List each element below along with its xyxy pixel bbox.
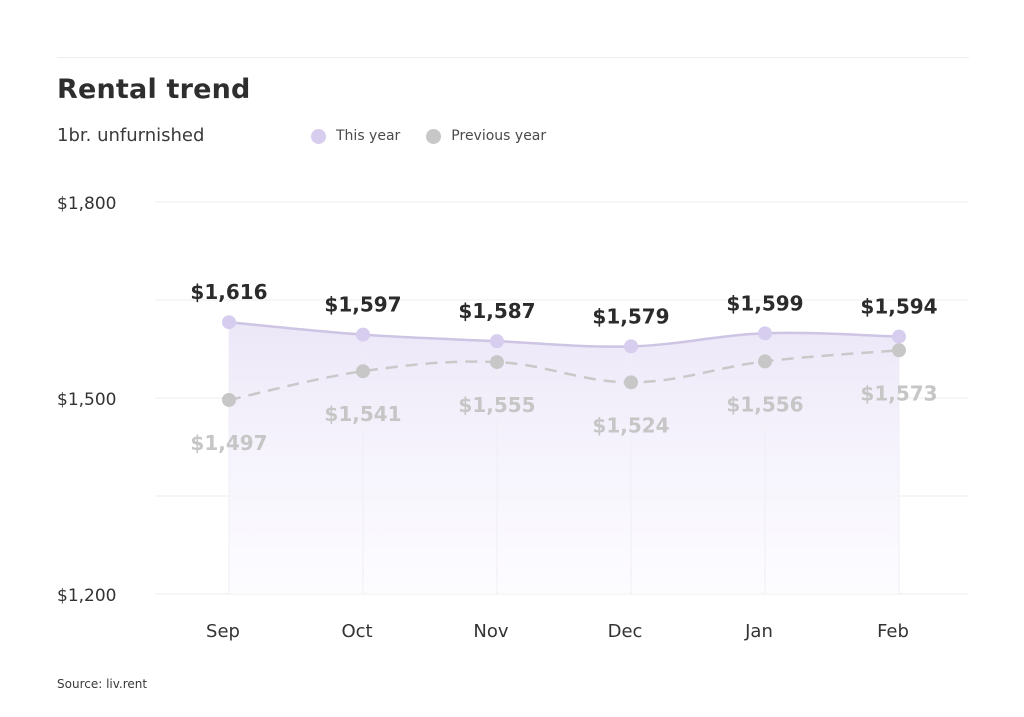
top-divider xyxy=(57,57,969,58)
data-label-previous-year: $1,541 xyxy=(324,402,401,426)
point-this-year xyxy=(758,326,772,341)
data-label-previous-year: $1,497 xyxy=(190,431,267,455)
legend-item-previous-year: Previous year xyxy=(426,128,546,144)
point-previous-year xyxy=(624,375,638,390)
y-tick-label: $1,200 xyxy=(57,586,116,606)
line-this-year xyxy=(228,320,900,348)
point-this-year xyxy=(356,327,370,342)
legend-dot-previous-year xyxy=(426,128,442,144)
data-label-this-year: $1,579 xyxy=(592,304,669,328)
point-previous-year xyxy=(490,355,504,370)
x-tick-label: Oct xyxy=(341,621,372,642)
point-previous-year xyxy=(222,392,236,407)
data-label-this-year: $1,599 xyxy=(726,291,803,315)
legend-label-this-year: This year xyxy=(336,128,401,144)
x-tick-label: Sep xyxy=(206,621,240,642)
point-this-year xyxy=(222,315,236,330)
data-label-previous-year: $1,573 xyxy=(860,381,937,405)
y-tick-label: $1,500 xyxy=(57,390,116,410)
data-label-previous-year: $1,524 xyxy=(592,413,669,437)
data-label-previous-year: $1,555 xyxy=(458,393,535,417)
source-note: Source: liv.rent xyxy=(57,677,148,691)
legend-item-this-year: This year xyxy=(311,128,400,144)
area-this-year xyxy=(229,322,899,594)
point-this-year xyxy=(490,334,504,349)
x-tick-label: Nov xyxy=(473,621,508,642)
x-tick-label: Jan xyxy=(744,621,773,642)
point-previous-year xyxy=(356,364,370,379)
chart-subtitle: 1br. unfurnished xyxy=(57,125,205,146)
data-label-this-year: $1,587 xyxy=(458,299,535,323)
legend-label-previous-year: Previous year xyxy=(451,128,547,144)
data-label-this-year: $1,597 xyxy=(324,293,401,317)
chart-title: Rental trend xyxy=(57,74,251,105)
point-this-year xyxy=(624,339,638,354)
point-previous-year xyxy=(892,343,906,358)
x-tick-label: Feb xyxy=(877,621,909,642)
line-previous-year xyxy=(228,349,900,402)
data-label-this-year: $1,616 xyxy=(190,280,267,304)
data-label-previous-year: $1,556 xyxy=(726,392,803,416)
point-previous-year xyxy=(758,354,772,369)
y-tick-label: $1,800 xyxy=(57,194,116,214)
data-label-this-year: $1,594 xyxy=(860,295,937,319)
point-this-year xyxy=(892,329,906,344)
legend-dot-this-year xyxy=(311,128,326,144)
legend: This year Previous year xyxy=(311,128,572,144)
x-tick-label: Dec xyxy=(608,621,643,642)
